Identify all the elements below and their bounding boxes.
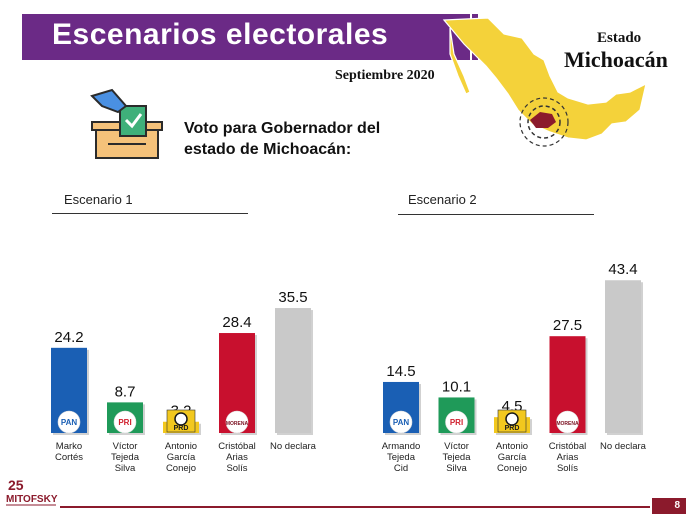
category-label: Arias [226, 452, 248, 463]
pan-logo-icon [389, 410, 413, 434]
prd-sun-icon [174, 412, 188, 426]
party-logo-text: MORENA [556, 421, 579, 427]
party-logo-text: PRI [450, 418, 463, 427]
data-label: 28.4 [222, 314, 251, 331]
party-logo-text: PAN [393, 418, 410, 427]
pri-logo-icon [113, 410, 137, 434]
category-label: Arias [557, 452, 579, 463]
category-label: No declara [600, 441, 647, 452]
category-label: Antonio [165, 441, 197, 452]
scenario-1-title: Escenario 1 [64, 192, 133, 207]
category-label: Conejo [166, 463, 196, 474]
title-banner [22, 14, 470, 60]
footer-line [60, 506, 650, 508]
category-label: Tejeda [111, 452, 140, 463]
data-label: 24.2 [54, 329, 83, 346]
bar-group: 43.4 No declara [600, 261, 647, 452]
state-name: Michoacán [564, 47, 668, 72]
category-label: Víctor [113, 441, 138, 452]
mitofsky-logo: 25 MITOFSKY [6, 477, 58, 506]
bar [275, 308, 311, 433]
data-label: 43.4 [608, 261, 637, 278]
data-label: 35.5 [278, 289, 307, 306]
category-label: Armando [382, 441, 421, 452]
party-logo-text: MORENA [226, 421, 249, 427]
prd-sun-icon [505, 412, 519, 426]
mexico-map-icon [442, 17, 647, 147]
page-number: 8 [652, 498, 686, 514]
category-label: Cristóbal [549, 441, 587, 452]
category-label: Tejeda [443, 452, 472, 463]
svg-text:25: 25 [8, 477, 24, 493]
data-label: 10.1 [442, 378, 471, 395]
bar [605, 280, 641, 433]
page-title: Escenarios electorales [52, 18, 389, 51]
party-logo-text: PRD [505, 425, 520, 432]
subtitle-line-2: estado de Michoacán: [184, 141, 352, 158]
category-label: Antonio [496, 441, 528, 452]
category-label: Solís [226, 463, 247, 474]
category-label: Silva [446, 463, 467, 474]
pri-logo-icon [445, 410, 468, 434]
category-label: García [498, 452, 527, 463]
ballot-box-icon [90, 88, 163, 159]
category-label: Cid [394, 463, 408, 474]
bar-group: 35.5 No declara [270, 289, 317, 452]
category-label: Conejo [497, 463, 527, 474]
data-label: 8.7 [115, 383, 136, 400]
party-logo-text: PAN [61, 418, 78, 427]
category-label: Víctor [444, 441, 469, 452]
party-logo-text: PRD [174, 425, 189, 432]
pan-logo-icon [57, 410, 81, 434]
data-label: 14.5 [386, 363, 415, 380]
morena-logo-icon [225, 410, 249, 434]
category-label: Marko [56, 441, 82, 452]
subtitle-line-1: Voto para Gobernador del [184, 120, 381, 137]
state-label: Estado [597, 30, 642, 46]
morena-logo-icon [556, 410, 579, 434]
svg-text:MITOFSKY: MITOFSKY [6, 494, 58, 505]
bar-group: 3.2PRDAntonioGarcíaConejo [163, 403, 201, 474]
report-date: Septiembre 2020 [335, 68, 435, 83]
scenario-2-underline [398, 214, 594, 215]
category-label: Tejeda [387, 452, 416, 463]
data-label: 27.5 [553, 317, 582, 334]
scenario-1-underline [52, 213, 248, 214]
category-label: Cortés [55, 452, 83, 463]
chart-subtitle: Voto para Gobernador del estado de Micho… [184, 118, 424, 160]
category-label: No declara [270, 441, 317, 452]
party-logo-text: PRI [118, 418, 131, 427]
category-label: Cristóbal [218, 441, 256, 452]
scenario-2-title: Escenario 2 [408, 192, 477, 207]
category-label: Silva [115, 463, 136, 474]
category-label: Solís [557, 463, 578, 474]
category-label: García [167, 452, 196, 463]
